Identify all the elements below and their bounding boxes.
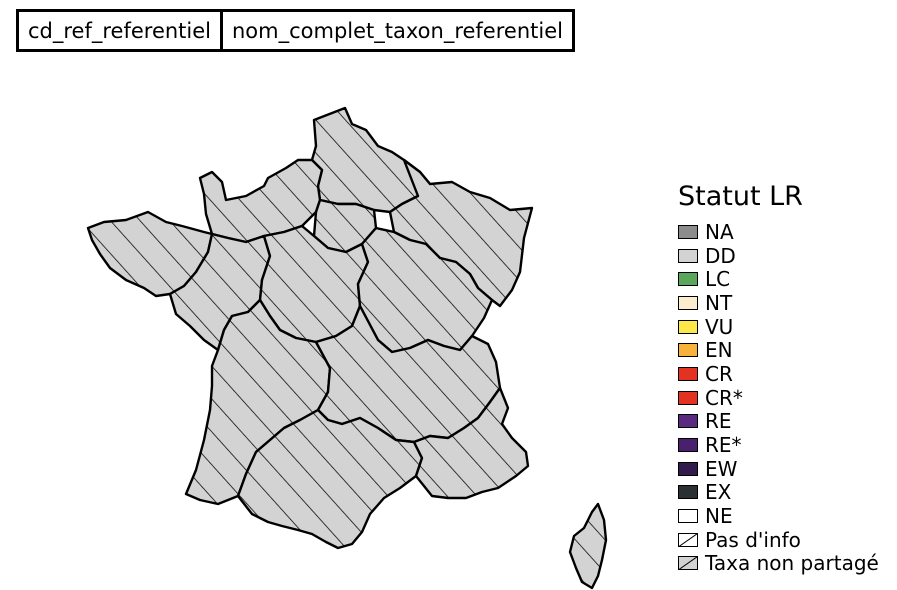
legend-swatch — [678, 556, 698, 571]
legend-swatch — [678, 366, 698, 381]
legend-swatch — [678, 319, 698, 334]
legend-title: Statut LR — [678, 181, 803, 212]
legend-item: EN — [678, 338, 897, 362]
legend-label: CR* — [705, 385, 743, 410]
legend-swatch — [678, 390, 698, 405]
legend-label: CR — [705, 361, 733, 386]
legend: Statut LR NA DD LC NT VU EN CR CR* RE RE* EW EX NE Pa… — [678, 180, 897, 575]
legend-item: VU — [678, 315, 897, 339]
region-provence-alpes-cote-d-azur — [412, 386, 530, 500]
legend-swatch — [678, 295, 698, 310]
legend-label: NT — [705, 290, 733, 315]
legend-label: VU — [705, 314, 734, 339]
legend-swatch — [678, 532, 698, 547]
legend-item: CR* — [678, 386, 897, 410]
legend-items: NA DD LC NT VU EN CR CR* RE RE* EW EX NE Pas d'info Ta… — [678, 220, 897, 575]
legend-label: EX — [705, 480, 732, 505]
legend-item: EX — [678, 480, 897, 505]
legend-swatch — [678, 438, 698, 453]
column-header-nom-complet: nom_complet_taxon_referentiel — [220, 12, 572, 49]
legend-item: LC — [678, 267, 897, 291]
legend-label: RE* — [705, 433, 742, 458]
legend-swatch — [678, 414, 698, 429]
legend-label: NA — [705, 219, 734, 244]
legend-label: EW — [705, 456, 738, 481]
column-header-cd-ref: cd_ref_referentiel — [28, 18, 211, 43]
legend-item: RE — [678, 409, 897, 434]
legend-label: DD — [705, 243, 736, 268]
legend-swatch — [678, 509, 698, 524]
region-hauts-de-france — [310, 106, 432, 214]
region-corse — [568, 502, 608, 590]
region-grand-est — [388, 158, 534, 308]
legend-swatch — [678, 343, 698, 358]
legend-swatch — [678, 248, 698, 263]
legend-item: Taxa non partagé — [678, 551, 897, 576]
legend-label: NE — [705, 504, 733, 529]
legend-label: RE — [705, 409, 732, 434]
legend-swatch — [678, 485, 698, 500]
legend-label: LC — [705, 267, 731, 292]
column-header-table: cd_ref_referentiel nom_complet_taxon_ref… — [16, 9, 575, 52]
legend-item: EW — [678, 457, 897, 481]
legend-item: RE* — [678, 433, 897, 457]
legend-label: Pas d'info — [705, 527, 801, 552]
legend-label: Taxa non partagé — [705, 551, 879, 576]
legend-swatch — [678, 224, 698, 239]
legend-item: Pas d'info — [678, 528, 897, 552]
legend-item: NA — [678, 220, 897, 244]
legend-item: NT — [678, 291, 897, 315]
legend-swatch — [678, 461, 698, 476]
legend-swatch — [678, 272, 698, 287]
legend-item: DD — [678, 244, 897, 268]
legend-item: CR — [678, 362, 897, 386]
legend-label: EN — [705, 338, 733, 363]
legend-item: NE — [678, 504, 897, 528]
